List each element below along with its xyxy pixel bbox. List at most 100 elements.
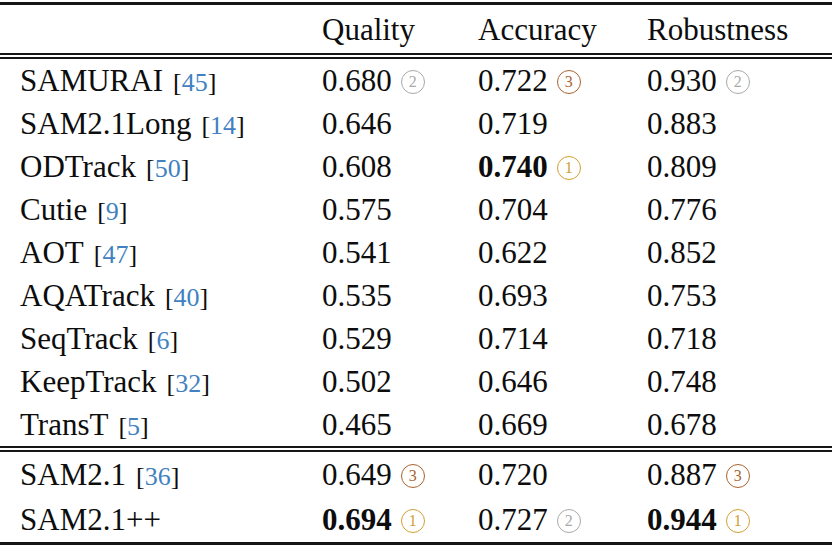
metric-value: 0.646: [322, 106, 392, 141]
table-row: SAM2.1++0.69410.72720.9441: [0, 497, 832, 544]
cite-number-link[interactable]: 40: [174, 283, 200, 312]
method-cell: AQATrack[40]: [0, 274, 322, 317]
rank-badge: 3: [726, 464, 750, 488]
cite-number-link[interactable]: 36: [145, 462, 171, 491]
metric-cell: 0.7401: [478, 145, 647, 188]
metric-value: 0.678: [647, 407, 717, 442]
cite-number-link[interactable]: 50: [155, 154, 181, 183]
cite-open-bracket: [: [136, 462, 145, 491]
metric-value: 0.575: [322, 192, 392, 227]
cite-close-bracket: ]: [208, 68, 217, 97]
metric-value: 0.704: [478, 192, 548, 227]
method-name: Cutie: [20, 192, 87, 227]
rank-badge: 1: [557, 156, 581, 180]
cite-open-bracket: [: [173, 68, 182, 97]
metric-cell: 0.776: [647, 188, 832, 231]
table-row: SAM2.1[36]0.64930.7200.8873: [0, 449, 832, 497]
cite-open-bracket: [: [201, 111, 210, 140]
cite-close-bracket: ]: [200, 283, 209, 312]
table-row: KeepTrack[32]0.5020.6460.748: [0, 360, 832, 403]
table-header: Quality Accuracy Robustness: [0, 4, 832, 57]
metric-value: 0.693: [478, 278, 548, 313]
citation: [5]: [118, 412, 148, 441]
metric-cell: 0.944 1: [647, 497, 832, 544]
cite-close-bracket: ]: [169, 326, 178, 355]
method-cell: SeqTrack[6]: [0, 317, 322, 360]
cite-number-link[interactable]: 9: [106, 197, 119, 226]
metric-value: 0.502: [322, 364, 392, 399]
method-cell: TransT [5]: [0, 403, 322, 449]
metric-value: 0.529: [322, 321, 392, 356]
metric-value: 0.944: [647, 502, 717, 537]
metric-value: 0.852: [647, 235, 717, 270]
metric-cell: 0.575: [322, 188, 478, 231]
metric-cell: 0.714: [478, 317, 647, 360]
metric-cell: 0.722 3: [478, 56, 647, 102]
metric-cell: 0.887 3: [647, 449, 832, 497]
rank-badge: 1: [726, 509, 750, 533]
table-body-sam-variants: SAM2.1[36]0.64930.7200.8873SAM2.1++0.694…: [0, 449, 832, 544]
rank-badge: 2: [401, 70, 425, 94]
table-row: SAM2.1Long [14] 0.646 0.7190.883: [0, 102, 832, 145]
metric-cell: 0.6941: [322, 497, 478, 544]
citation: [14]: [201, 111, 244, 140]
metric-value: 0.883: [647, 106, 717, 141]
metric-cell: 0.678: [647, 403, 832, 449]
cite-close-bracket: ]: [181, 154, 190, 183]
metric-value: 0.720: [478, 457, 548, 492]
metric-cell: 0.719: [478, 102, 647, 145]
metric-cell: 0.529: [322, 317, 478, 360]
cite-open-bracket: [: [146, 154, 155, 183]
benchmark-table: Quality Accuracy Robustness SAMURAI[45]0…: [0, 2, 832, 545]
metric-value: 0.608: [322, 149, 392, 184]
table-row: AOT[47]0.5410.6220.852: [0, 231, 832, 274]
metric-cell: 0.6802: [322, 56, 478, 102]
cite-number-link[interactable]: 14: [210, 111, 236, 140]
method-name: SAM2.1Long: [20, 106, 191, 141]
metric-cell: 0.753: [647, 274, 832, 317]
metric-value: 0.718: [647, 321, 717, 356]
metric-value: 0.887: [647, 457, 717, 492]
metric-cell: 0.852: [647, 231, 832, 274]
metric-cell: 0.7272: [478, 497, 647, 544]
method-cell: SAM2.1Long [14]: [0, 102, 322, 145]
table-row: Cutie [9] 0.575 0.704 0.776: [0, 188, 832, 231]
method-cell: SAM2.1[36]: [0, 449, 322, 497]
cite-number-link[interactable]: 6: [156, 326, 169, 355]
table-row: SeqTrack[6]0.529 0.7140.718: [0, 317, 832, 360]
metric-value: 0.930: [647, 63, 717, 98]
citation: [45]: [173, 68, 216, 97]
metric-value: 0.722: [478, 63, 548, 98]
metric-cell: 0.465: [322, 403, 478, 449]
citation: [9]: [97, 197, 127, 226]
metric-value: 0.809: [647, 149, 717, 184]
citation: [32]: [167, 369, 210, 398]
cite-close-bracket: ]: [236, 111, 245, 140]
table-row: TransT[5]0.4650.6690.678: [0, 403, 832, 449]
header-row: Quality Accuracy Robustness: [0, 4, 832, 57]
header-robustness: Robustness: [647, 4, 832, 57]
cite-open-bracket: [: [97, 197, 106, 226]
metric-cell: 0.535: [322, 274, 478, 317]
cite-number-link[interactable]: 5: [127, 412, 140, 441]
paper-results-table-page: Quality Accuracy Robustness SAMURAI[45]0…: [0, 0, 832, 558]
cite-number-link[interactable]: 47: [102, 240, 128, 269]
table-row: SAMURAI[45]0.68020.722 3 0.930 2: [0, 56, 832, 102]
metric-cell: 0.883: [647, 102, 832, 145]
method-cell: SAMURAI[45]: [0, 56, 322, 102]
method-name: TransT: [20, 407, 108, 442]
cite-close-bracket: ]: [140, 412, 149, 441]
cite-number-link[interactable]: 45: [182, 68, 208, 97]
method-name: AOT: [20, 235, 84, 270]
header-method-empty: [0, 4, 322, 57]
method-cell: AOT[47]: [0, 231, 322, 274]
cite-number-link[interactable]: 32: [175, 369, 201, 398]
rank-badge: 3: [557, 70, 581, 94]
metric-value: 0.465: [322, 407, 392, 442]
metric-cell: 0.809: [647, 145, 832, 188]
method-name: SeqTrack: [20, 321, 138, 356]
metric-cell: 0.541: [322, 231, 478, 274]
metric-cell: 0.646: [478, 360, 647, 403]
cite-open-bracket: [: [165, 283, 174, 312]
metric-cell: 0.748: [647, 360, 832, 403]
